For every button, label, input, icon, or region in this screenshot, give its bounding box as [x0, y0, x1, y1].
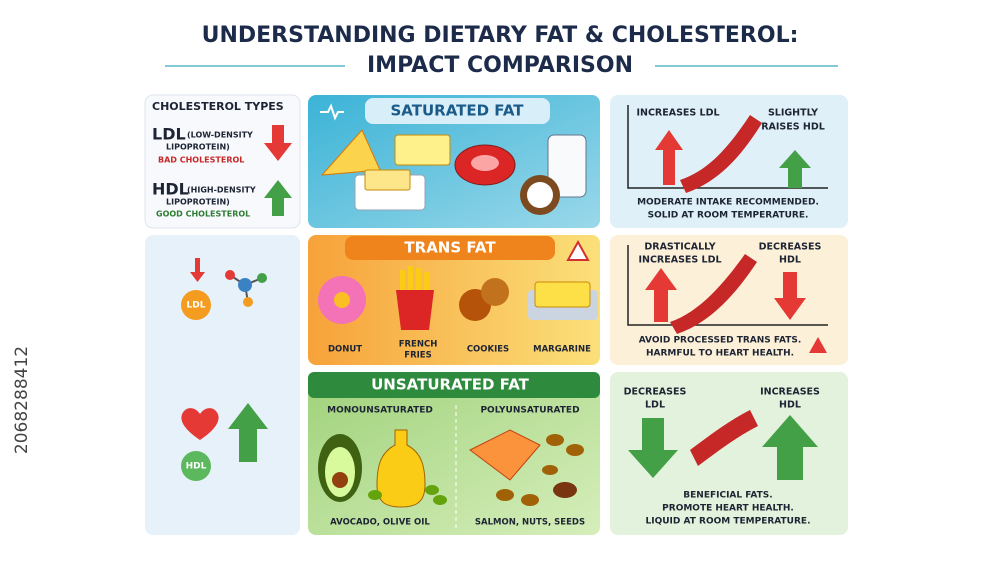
header-pill [345, 236, 555, 260]
fat-name: SATURATED FAT [390, 102, 524, 120]
note: SOLID AT ROOM TEMPERATURE. [648, 211, 809, 221]
watermark-id: 2068288412 [12, 346, 32, 454]
note: BENEFICIAL FATS. [683, 491, 772, 501]
effect-panel [610, 372, 848, 535]
hdl-effect: HDL [779, 400, 801, 411]
artery [670, 254, 757, 334]
warning-icon [566, 239, 590, 261]
trans-panel [308, 235, 600, 365]
title-line: IMPACT COMPARISON [367, 53, 633, 78]
note: LIQUID AT ROOM TEMPERATURE. [646, 517, 811, 527]
coconut-flesh [527, 182, 553, 208]
warning-icon [809, 337, 827, 353]
food-label: FRENCH [399, 340, 438, 350]
butter [394, 134, 451, 166]
steak-fat [471, 155, 499, 171]
fries-box [396, 290, 434, 330]
title-line: UNDERSTANDING DIETARY FAT & CHOLESTEROL: [202, 23, 799, 48]
oil-bottle [376, 429, 426, 508]
food-label: MARGARINE [533, 345, 591, 355]
small-arrow [190, 258, 205, 282]
atom [225, 270, 235, 280]
types-panel [144, 94, 301, 229]
hdl-effect: DECREASES [759, 242, 822, 253]
ldl-icon-label: LDL [187, 301, 206, 311]
subtype-examples: AVOCADO, OLIVE OIL [330, 518, 430, 528]
artery [680, 115, 762, 193]
note: HARMFUL TO HEART HEALTH. [646, 349, 794, 359]
up-arrow [762, 415, 818, 480]
hdl-detail: LIPOPROTEIN) [166, 198, 230, 207]
down-arrow [264, 125, 292, 161]
hdl-particle [181, 451, 211, 481]
note: MODERATE INTAKE RECOMMENDED. [637, 198, 819, 208]
fries [400, 266, 429, 300]
atom [243, 297, 253, 307]
up-arrow [655, 130, 683, 185]
donut-hole [334, 292, 350, 308]
milk [547, 134, 587, 198]
atom [238, 278, 252, 292]
hdl-name: HDL [152, 180, 189, 199]
food-label: DONUT [328, 345, 362, 355]
note: PROMOTE HEART HEALTH. [662, 504, 794, 514]
subtype-examples: SALMON, NUTS, SEEDS [475, 518, 585, 528]
down-arrow [628, 418, 678, 478]
food-label: FRIES [404, 351, 431, 361]
axes [627, 105, 828, 189]
butter [364, 169, 411, 191]
avocado-pit [332, 472, 348, 488]
subtype-name: MONOUNSATURATED [327, 406, 433, 416]
up-arrow [645, 268, 677, 322]
cookie [481, 278, 509, 306]
effect-panel [610, 235, 848, 365]
ldl-label: BAD CHOLESTEROL [158, 156, 244, 165]
ldl-detail: (LOW-DENSITY [187, 131, 253, 140]
hdl-effect: SLIGHTLY [768, 108, 818, 119]
heart [181, 408, 219, 440]
ldl-detail: LIPOPROTEIN) [166, 143, 230, 152]
pulse-icon [320, 103, 344, 121]
hdl-effect: INCREASES [760, 387, 820, 398]
olives [368, 485, 447, 505]
ldl-effect: LDL [645, 400, 665, 411]
salmon [469, 429, 541, 481]
hdl-icon-label: HDL [186, 462, 207, 472]
food-label: COOKIES [467, 345, 509, 355]
ldl-effect: INCREASES LDL [636, 108, 719, 119]
margarine [534, 281, 591, 308]
hdl-detail: (HIGH-DENSITY [187, 186, 256, 195]
cheese [320, 129, 381, 176]
fat-name: TRANS FAT [404, 239, 496, 257]
up-arrow [779, 150, 811, 188]
hdl-label: GOOD CHOLESTEROL [156, 210, 250, 219]
nuts [496, 434, 584, 506]
up-arrow [264, 180, 292, 216]
ldl-effect: DRASTICALLY [644, 242, 715, 253]
ldl-effect: INCREASES LDL [638, 255, 721, 266]
artery [690, 410, 758, 466]
ldl-name: LDL [152, 125, 186, 144]
up-arrow [228, 403, 268, 462]
note: AVOID PROCESSED TRANS FATS. [639, 336, 802, 346]
atom [257, 273, 267, 283]
icon-panel [145, 235, 300, 535]
down-arrow [774, 272, 806, 320]
hdl-effect: RAISES HDL [761, 122, 825, 133]
ldl-particle [181, 290, 211, 320]
header-pill [365, 98, 550, 124]
header-band [308, 372, 600, 398]
hdl-effect: HDL [779, 255, 801, 266]
subtype-name: POLYUNSATURATED [480, 406, 579, 416]
types-title: CHOLESTEROL TYPES [152, 100, 284, 113]
axes [627, 245, 828, 326]
ldl-effect: DECREASES [624, 387, 687, 398]
fat-name: UNSATURATED FAT [371, 376, 530, 394]
